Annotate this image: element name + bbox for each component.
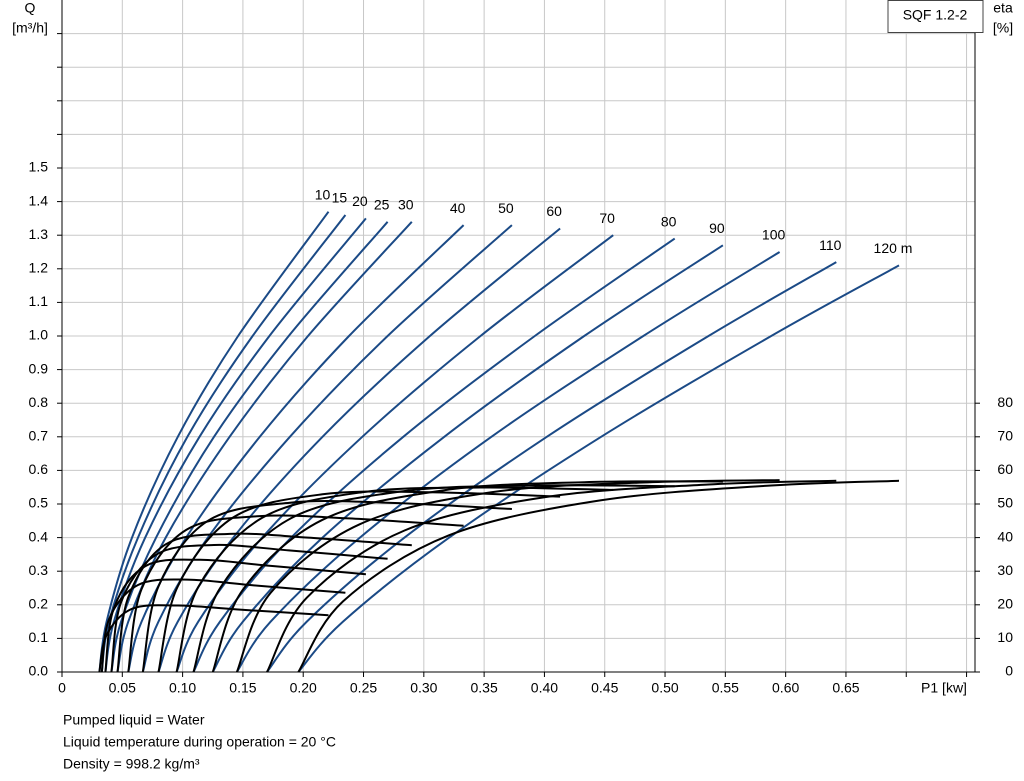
efficiency-curve bbox=[175, 486, 614, 673]
y-tick-label: 1.0 bbox=[29, 327, 49, 343]
y2-tick-label: 0 bbox=[1005, 663, 1013, 679]
head-curve bbox=[157, 227, 561, 673]
y-tick-label: 1.4 bbox=[29, 192, 49, 208]
efficiency-curve bbox=[235, 479, 780, 673]
series-label: 70 bbox=[599, 210, 615, 226]
y-tick-label: 1.2 bbox=[29, 260, 49, 276]
y-tick-label: 1.5 bbox=[29, 159, 49, 175]
x-tick-label: 0.40 bbox=[531, 680, 558, 696]
y-tick-label: 0.3 bbox=[29, 562, 49, 578]
head-curve bbox=[141, 224, 513, 673]
x-tick-label: 0.20 bbox=[290, 680, 317, 696]
head-curve bbox=[236, 251, 781, 673]
x-tick-label: 0.50 bbox=[651, 680, 678, 696]
head-curve bbox=[127, 224, 465, 673]
x-tick-label: 0.60 bbox=[772, 680, 799, 696]
y2-tick-label: 80 bbox=[997, 394, 1013, 410]
efficiency-curve bbox=[211, 480, 723, 673]
y-tick-label: 0.2 bbox=[29, 596, 49, 612]
series-label: 100 bbox=[762, 227, 786, 243]
series-label: 60 bbox=[546, 203, 562, 219]
y2-axis-unit: [%] bbox=[993, 20, 1013, 36]
x-tick-label: 0 bbox=[58, 680, 66, 696]
x-tick-label: 0.25 bbox=[350, 680, 377, 696]
efficiency-curve bbox=[104, 558, 366, 673]
y2-tick-label: 50 bbox=[997, 495, 1013, 511]
series-label: 90 bbox=[709, 220, 725, 236]
curves: 10 15 20 25 30 40 50 60 70 80 90 100 110 120 m bbox=[98, 186, 913, 673]
y-tick-label: 0.7 bbox=[29, 428, 49, 444]
y-tick-label: 0.0 bbox=[29, 663, 49, 679]
head-curve bbox=[116, 221, 413, 673]
model-box bbox=[887, 0, 984, 33]
head-curve bbox=[110, 221, 389, 673]
head-curve bbox=[175, 234, 614, 673]
efficiency-curve bbox=[157, 490, 561, 673]
head-curve bbox=[211, 244, 724, 673]
series-label: 120 m bbox=[874, 240, 913, 256]
x-tick-label: 0.55 bbox=[712, 680, 739, 696]
x-tick-label: 0.15 bbox=[229, 680, 256, 696]
y-tick-label: 0.8 bbox=[29, 394, 49, 410]
y-tick-label: 1.3 bbox=[29, 226, 49, 242]
y-axis-title: Q bbox=[25, 0, 36, 16]
series-label: 10 bbox=[315, 186, 331, 202]
y-tick-label: 1.1 bbox=[29, 293, 49, 309]
head-curve bbox=[297, 264, 900, 673]
grid bbox=[61, 0, 975, 673]
series-label: 15 bbox=[332, 190, 348, 206]
y2-tick-label: 30 bbox=[997, 562, 1013, 578]
series-label: 50 bbox=[498, 200, 514, 216]
efficiency-curve bbox=[266, 479, 837, 673]
y-tick-label: 0.9 bbox=[29, 360, 49, 376]
chart-title: SQF 1.2-2 bbox=[903, 7, 968, 23]
x-tick-label: 0.05 bbox=[109, 680, 136, 696]
y2-tick-label: 20 bbox=[997, 596, 1013, 612]
x-tick-label: 0.30 bbox=[410, 680, 437, 696]
footnote: Liquid temperature during operation = 20… bbox=[63, 734, 336, 750]
y-tick-label: 0.1 bbox=[29, 629, 49, 645]
series-label: 25 bbox=[374, 196, 390, 212]
series-label: 40 bbox=[450, 200, 466, 216]
y2-tick-label: 40 bbox=[997, 528, 1013, 544]
footnote: Density = 998.2 kg/m³ bbox=[63, 756, 200, 772]
x-tick-label: 0.35 bbox=[471, 680, 498, 696]
y2-tick-label: 60 bbox=[997, 461, 1013, 477]
footnote: Pumped liquid = Water bbox=[63, 712, 205, 728]
head-curve bbox=[104, 217, 367, 673]
efficiency-curve bbox=[100, 578, 346, 673]
efficiency-curve bbox=[297, 479, 900, 673]
y-tick-label: 0.5 bbox=[29, 495, 49, 511]
head-curve bbox=[192, 237, 676, 673]
head-curve bbox=[266, 261, 837, 673]
x-tick-label: 0.65 bbox=[832, 680, 859, 696]
series-label: 110 bbox=[819, 237, 842, 253]
x-axis-title: P1 [kw] bbox=[921, 680, 967, 696]
x-tick-label: 0.45 bbox=[591, 680, 618, 696]
series-label: 80 bbox=[661, 213, 677, 229]
y-tick-label: 0.6 bbox=[29, 461, 49, 477]
series-label: 20 bbox=[352, 193, 368, 209]
x-tick-label: 0.10 bbox=[169, 680, 196, 696]
head-curve bbox=[98, 211, 330, 673]
efficiency-curve bbox=[110, 543, 388, 673]
y2-tick-label: 70 bbox=[997, 428, 1013, 444]
y-tick-label: 0.4 bbox=[29, 528, 49, 544]
axes: 0 0.05 0.10 0.15 0.20 0.25 0.30 0.35 0.40 0.45 0.5… bbox=[29, 0, 1013, 696]
y-axis-unit: [m³/h] bbox=[12, 20, 48, 36]
series-label: 30 bbox=[398, 196, 414, 212]
y2-axis-title: eta bbox=[993, 0, 1013, 16]
y2-tick-label: 10 bbox=[997, 629, 1013, 645]
